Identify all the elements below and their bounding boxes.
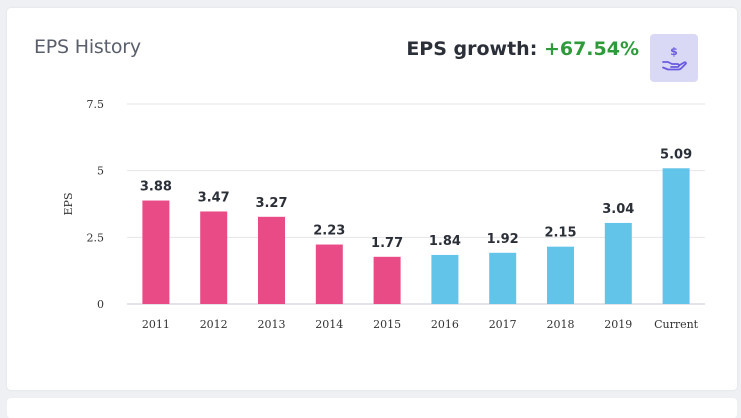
x-tick-label: 2014	[315, 318, 343, 331]
data-label-2014: 2.23	[313, 224, 345, 239]
y-tick-label: 7.5	[87, 98, 105, 111]
bar-2012[interactable]	[200, 211, 228, 304]
bar-2013[interactable]	[258, 216, 285, 304]
card-title: EPS History	[34, 36, 141, 58]
eps-bar-chart: 0 2.5 5 7.5 3.88 3.47 3.27 2.23 1.77 1.84 1.92 2.1…	[62, 98, 705, 331]
y-tick-label: 5	[97, 165, 104, 178]
chart-bars	[142, 168, 690, 304]
x-tick-label: 2017	[489, 318, 517, 331]
bar-2017[interactable]	[489, 252, 517, 304]
y-tick-label: 0	[97, 298, 104, 311]
x-tick-label: 2015	[373, 318, 401, 331]
eps-growth-value: +67.54%	[543, 38, 639, 60]
data-label-2016: 1.84	[429, 234, 461, 249]
bar-2015[interactable]	[373, 256, 401, 304]
hand-dollar-glyph: $	[662, 45, 687, 71]
x-tick-label: 2018	[547, 318, 575, 331]
data-label-2015: 1.77	[371, 236, 403, 251]
x-tick-label: Current	[654, 318, 699, 331]
eps-growth: EPS growth: +67.54%	[406, 38, 639, 60]
bar-2019[interactable]	[604, 222, 632, 304]
x-tick-label: 2019	[604, 318, 632, 331]
data-label-2012: 3.47	[198, 190, 230, 205]
eps-history-card	[7, 8, 737, 390]
bar-current[interactable]	[662, 168, 690, 304]
y-tick-label: 2.5	[87, 231, 105, 244]
data-labels: 3.88 3.47 3.27 2.23 1.77 1.84 1.92 2.15 3.04 5.09	[140, 147, 692, 251]
bar-2018[interactable]	[547, 246, 574, 304]
hand-dollar-icon: $	[650, 34, 698, 82]
x-tick-label: 2013	[258, 318, 286, 331]
data-label-2018: 2.15	[544, 226, 576, 241]
x-tick-label: 2012	[200, 318, 228, 331]
bar-2014[interactable]	[315, 244, 343, 304]
data-label-current: 5.09	[660, 147, 692, 162]
data-label-2013: 3.27	[255, 196, 287, 211]
eps-growth-label: EPS growth:	[406, 38, 538, 60]
svg-text:$: $	[670, 45, 678, 58]
x-tick-label: 2011	[142, 318, 170, 331]
y-axis-label: EPS	[62, 193, 75, 216]
bar-2016[interactable]	[431, 254, 459, 304]
data-label-2017: 1.92	[487, 232, 519, 247]
x-tick-label: 2016	[431, 318, 459, 331]
data-label-2019: 3.04	[602, 202, 634, 217]
x-axis-ticks: 2011 2012 2013 2014 2015 2016 2017 2018 2019 Curr…	[142, 318, 699, 331]
data-label-2011: 3.88	[140, 180, 172, 195]
y-axis-ticks: 0 2.5 5 7.5	[87, 98, 105, 311]
bar-2011[interactable]	[142, 200, 170, 304]
